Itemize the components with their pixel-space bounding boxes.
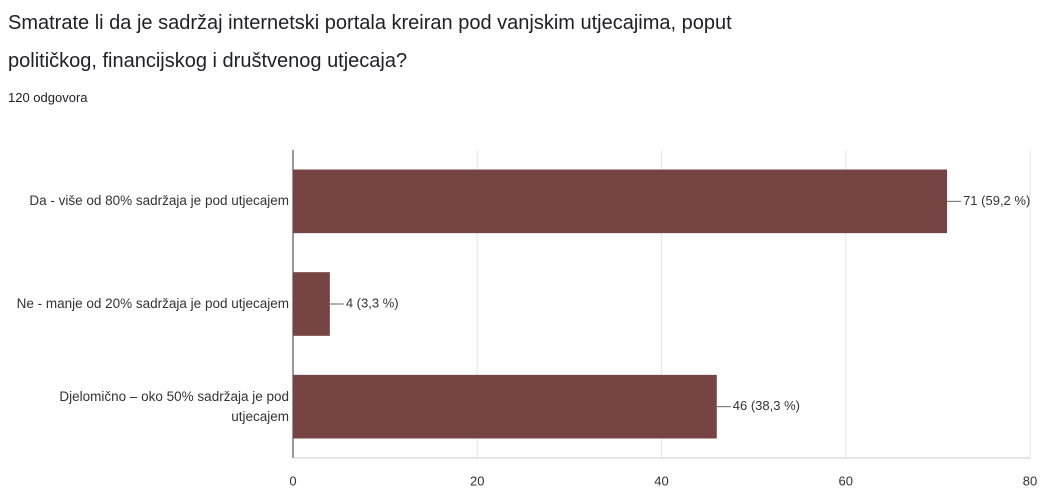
y-tick-label: Djelomično – oko 50% sadržaja je pod utj… bbox=[59, 388, 289, 424]
bar bbox=[293, 169, 948, 234]
chart-title: Smatrate li da je sadržaj internetski po… bbox=[8, 12, 732, 72]
x-tick-label: 80 bbox=[1023, 473, 1037, 488]
y-tick-label: Da - više od 80% sadržaja je pod utjecaj… bbox=[29, 193, 289, 209]
value-label: 46 (38,3 %) bbox=[733, 398, 800, 413]
chart-subtitle: 120 odgovora bbox=[8, 90, 88, 105]
x-tick-label: 60 bbox=[839, 473, 853, 488]
bar bbox=[293, 272, 330, 336]
y-tick-label: Ne - manje od 20% sadržaja je pod utjeca… bbox=[16, 296, 289, 311]
value-label: 4 (3,3 %) bbox=[346, 295, 399, 310]
x-tick-label: 40 bbox=[654, 473, 668, 488]
value-label: 71 (59,2 %) bbox=[963, 193, 1030, 208]
bar bbox=[293, 374, 717, 439]
x-tick-label: 20 bbox=[470, 473, 484, 488]
x-tick-label: 0 bbox=[289, 473, 296, 488]
